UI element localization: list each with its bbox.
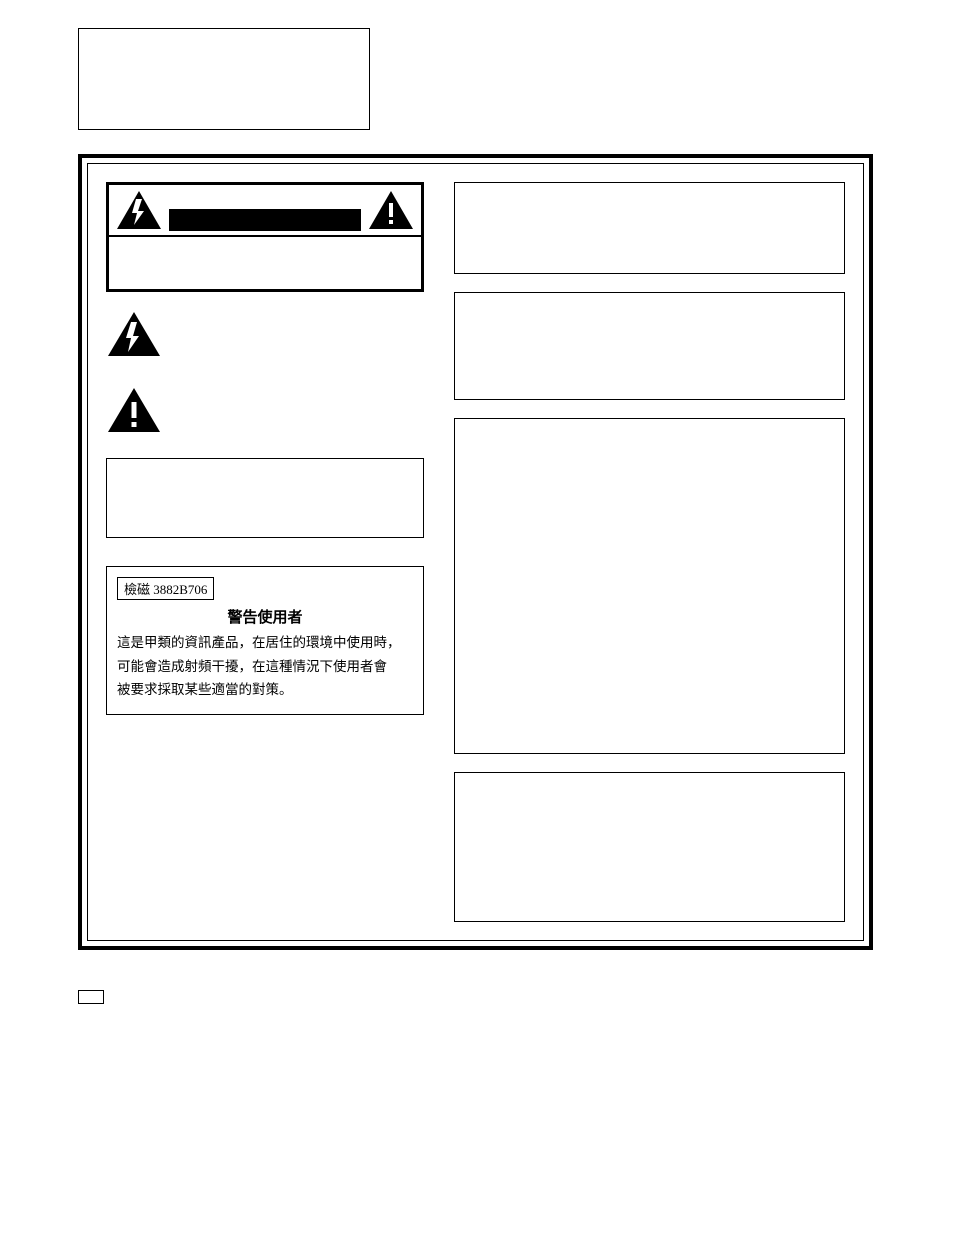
exclamation-triangle-icon — [106, 386, 162, 434]
lightning-triangle-icon — [115, 189, 163, 231]
taiwan-body-line: 被要求採取某些適當的對策。 — [117, 678, 413, 702]
exclamation-triangle-icon — [367, 189, 415, 231]
inner-frame: 檢磁 3882B706 警告使用者 這是甲類的資訊產品，在居住的環境中使用時， … — [87, 163, 864, 941]
taiwan-body-line: 這是甲類的資訊產品，在居住的環境中使用時， — [117, 631, 413, 655]
right-empty-box-2 — [454, 292, 845, 400]
left-empty-box-1 — [106, 458, 424, 538]
taiwan-title: 警告使用者 — [117, 606, 413, 627]
taiwan-body: 這是甲類的資訊產品，在居住的環境中使用時， 可能會造成射頻干擾，在這種情況下使用… — [117, 631, 413, 702]
taiwan-body-line: 可能會造成射頻干擾，在這種情況下使用者會 — [117, 655, 413, 679]
footer-small-box — [78, 990, 104, 1004]
lightning-note-row — [106, 310, 426, 358]
lightning-triangle-icon — [106, 310, 162, 358]
taiwan-warning-box: 檢磁 3882B706 警告使用者 這是甲類的資訊產品，在居住的環境中使用時， … — [106, 566, 424, 715]
left-column: 檢磁 3882B706 警告使用者 這是甲類的資訊產品，在居住的環境中使用時， … — [106, 182, 426, 922]
taiwan-code: 檢磁 3882B706 — [117, 577, 214, 600]
caution-center — [169, 189, 361, 231]
caution-header — [109, 185, 421, 237]
caution-body-empty — [109, 237, 421, 289]
header-empty-box — [78, 28, 370, 130]
caution-box — [106, 182, 424, 292]
exclamation-note-row — [106, 386, 426, 434]
right-empty-box-3 — [454, 418, 845, 754]
right-empty-box-4 — [454, 772, 845, 922]
outer-frame: 檢磁 3882B706 警告使用者 這是甲類的資訊產品，在居住的環境中使用時， … — [78, 154, 873, 950]
right-empty-box-1 — [454, 182, 845, 274]
right-column — [454, 182, 845, 922]
